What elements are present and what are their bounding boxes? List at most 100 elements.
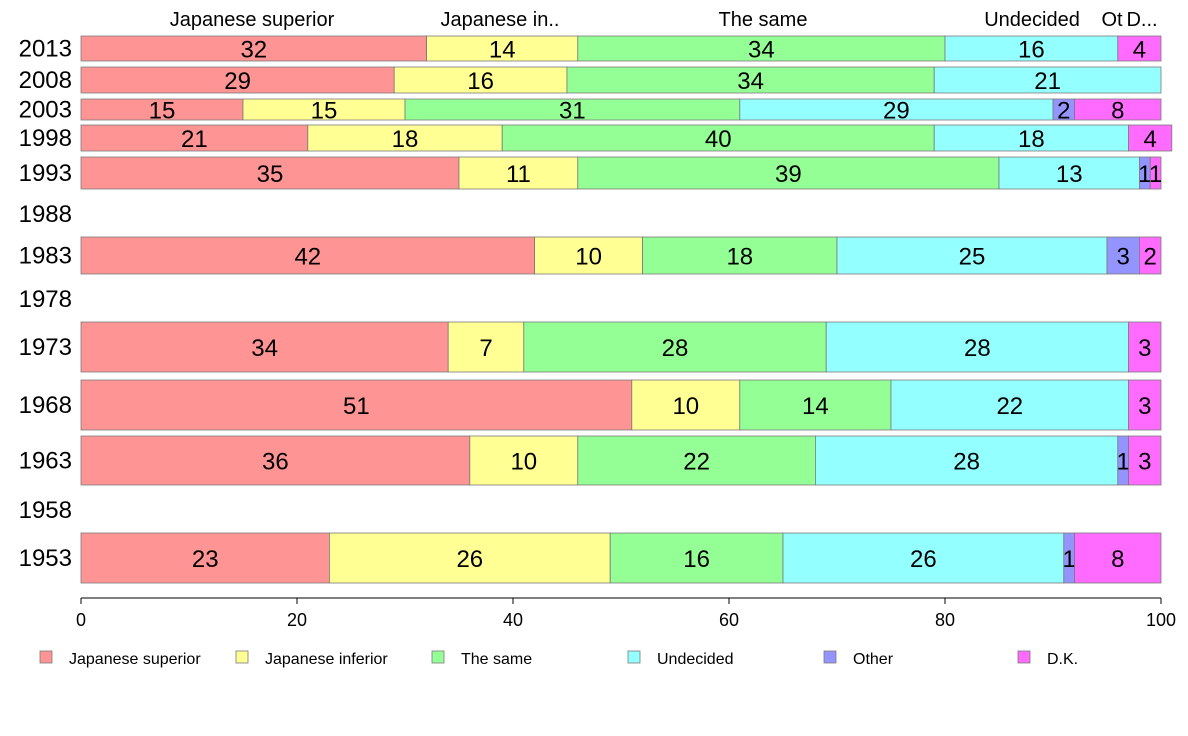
year-label: 2003 <box>19 97 72 124</box>
bar-segment <box>80 124 309 152</box>
bar-value-label: 1 <box>1149 161 1162 188</box>
year-label: 1953 <box>19 545 72 572</box>
top-category-label: Japanese superior <box>170 9 335 31</box>
bar-value-label: 2 <box>1057 98 1070 125</box>
legend: Japanese superior Japanese inferior The sa… <box>39 650 1078 668</box>
top-category-label: The same <box>719 9 808 31</box>
bar-segment <box>426 35 579 62</box>
bar-value-label: 2 <box>1144 244 1157 271</box>
legend-swatch <box>431 650 445 664</box>
bar-value-label: 16 <box>683 546 710 573</box>
bar-segment <box>998 156 1140 190</box>
year-label: 1963 <box>19 448 72 475</box>
bar-segment <box>80 435 471 486</box>
bar-value-label: 29 <box>883 98 910 125</box>
bar-value-label: 3 <box>1138 449 1151 476</box>
bar-value-label: 31 <box>559 98 586 125</box>
bar-value-label: 21 <box>1034 68 1061 95</box>
bar-value-label: 29 <box>224 68 251 95</box>
bar-segment <box>577 435 816 486</box>
bar-segment <box>80 379 633 431</box>
bar-value-label: 36 <box>262 449 289 476</box>
bar-value-label: 11 <box>506 161 531 188</box>
bar-value-label: 10 <box>672 393 699 420</box>
bar-value-label: 10 <box>510 449 537 476</box>
legend-label: D.K. <box>1047 651 1078 668</box>
legend-label: Other <box>853 651 894 668</box>
bar-segment <box>1139 236 1162 275</box>
bar-segment <box>836 236 1108 275</box>
bar-value-label: 3 <box>1117 244 1130 271</box>
bar-value-label: 16 <box>1018 37 1045 64</box>
bar-segment <box>80 66 395 94</box>
x-tick-label: 60 <box>719 610 739 630</box>
bar-value-label: 40 <box>705 126 732 153</box>
bar-value-label: 18 <box>726 244 753 271</box>
bar-segment <box>933 66 1162 94</box>
legend-label: Undecided <box>657 651 734 668</box>
bar-segment <box>328 532 611 584</box>
bar-segment <box>1074 98 1162 121</box>
bar-segment <box>1106 236 1140 275</box>
top-category-labels: Japanese superior Japanese in.. The same Un… <box>170 9 1158 31</box>
bar-value-label: 18 <box>1018 126 1045 153</box>
year-label: 1988 <box>19 201 72 228</box>
bar-segment <box>577 35 946 62</box>
bar-value-label: 28 <box>662 335 689 362</box>
top-category-label: Ot <box>1101 9 1123 31</box>
bar-value-label: 25 <box>959 244 986 271</box>
bar-value-label: 28 <box>964 335 991 362</box>
year-label: 1978 <box>19 286 72 313</box>
bar-segment <box>393 66 568 94</box>
bar-segment <box>1128 321 1162 373</box>
bar-segment <box>1128 435 1162 486</box>
legend-label: Japanese superior <box>69 651 201 668</box>
bar-value-label: 10 <box>575 244 602 271</box>
x-tick-label: 100 <box>1146 610 1176 630</box>
top-category-label: Japanese in.. <box>441 9 560 31</box>
year-label: 1998 <box>19 125 72 152</box>
bar-value-label: 28 <box>953 449 980 476</box>
legend-label: The same <box>461 651 532 668</box>
bar-segment <box>1128 124 1173 152</box>
bar-value-label: 26 <box>910 546 937 573</box>
bar-segment <box>501 124 935 152</box>
year-label: 1968 <box>19 392 72 419</box>
bar-value-label: 39 <box>775 161 802 188</box>
bar-segment <box>534 236 643 275</box>
year-label: 1983 <box>19 243 72 270</box>
bar-value-label: 7 <box>479 335 492 362</box>
bar-value-label: 8 <box>1111 546 1124 573</box>
bar-segment <box>739 379 892 431</box>
bar-value-label: 22 <box>683 449 710 476</box>
year-label: 2013 <box>19 36 72 63</box>
year-label: 2008 <box>19 67 72 94</box>
bar-segment <box>642 236 838 275</box>
bar-segment <box>782 532 1065 584</box>
bar-segment <box>609 532 784 584</box>
bar-value-label: 3 <box>1138 393 1151 420</box>
bar-segment <box>566 66 935 94</box>
bar-value-label: 13 <box>1056 161 1083 188</box>
bar-value-label: 23 <box>192 546 219 573</box>
bar-segment <box>80 156 460 190</box>
bar-value-label: 16 <box>467 68 494 95</box>
bar-value-label: 34 <box>737 68 764 95</box>
bar-value-label: 1 <box>1117 449 1130 476</box>
bar-value-label: 18 <box>392 126 419 153</box>
bar-segment <box>447 321 525 373</box>
bar-value-label: 35 <box>257 161 284 188</box>
x-tick-label: 20 <box>287 610 307 630</box>
bar-value-label: 51 <box>343 393 370 420</box>
bar-segment <box>469 435 579 486</box>
year-label: 1993 <box>19 160 72 187</box>
bar-value-label: 32 <box>240 37 267 64</box>
bar-segment <box>1149 156 1162 190</box>
legend-label: Japanese inferior <box>265 651 388 668</box>
bar-segment <box>458 156 579 190</box>
bar-value-label: 26 <box>456 546 483 573</box>
bar-value-label: 3 <box>1138 335 1151 362</box>
x-axis: 0 20 40 60 80 100 <box>76 597 1176 630</box>
bar-value-label: 22 <box>996 393 1023 420</box>
